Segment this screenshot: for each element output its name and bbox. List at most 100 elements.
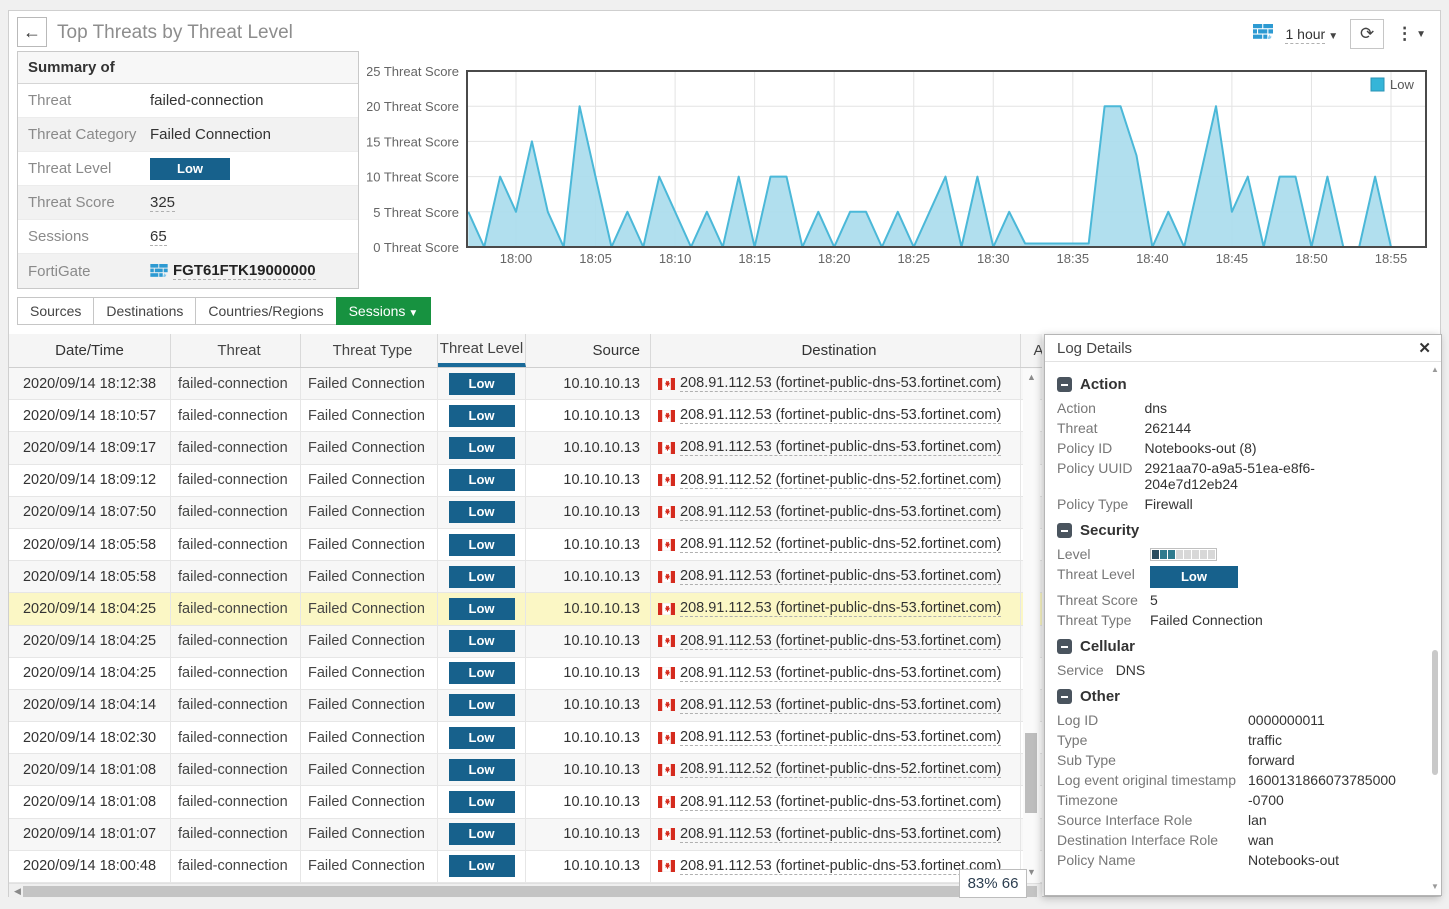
destination-link[interactable]: 208.91.112.52 (fortinet-public-dns-52.fo… xyxy=(680,471,1002,489)
cell-threat-type: Failed Connection xyxy=(301,528,438,561)
column-destination[interactable]: Destination xyxy=(651,334,1021,367)
refresh-button[interactable]: ⟳ xyxy=(1350,19,1385,49)
cell-threat: failed-connection xyxy=(171,786,301,818)
table-row[interactable]: 2020/09/14 18:01:08 failed-connection Fa… xyxy=(9,786,1042,819)
close-icon[interactable]: ✕ xyxy=(1418,340,1431,357)
sessions-link[interactable]: 65 xyxy=(150,228,167,246)
canada-flag-icon xyxy=(658,441,675,454)
cell-source: 10.10.10.13 xyxy=(526,657,651,689)
table-row[interactable]: 2020/09/14 18:10:57 failed-connection Fa… xyxy=(9,400,1042,433)
tab-destinations[interactable]: Destinations xyxy=(93,297,197,325)
scroll-left-arrow[interactable]: ◀ xyxy=(14,886,21,896)
cell-threat-type: Failed Connection xyxy=(301,368,438,400)
destination-link[interactable]: 208.91.112.53 (fortinet-public-dns-53.fo… xyxy=(680,793,1002,811)
scrollbar-thumb[interactable] xyxy=(1432,650,1438,775)
log-field-value: -0700 xyxy=(1248,792,1284,808)
destination-link[interactable]: 208.91.112.53 (fortinet-public-dns-53.fo… xyxy=(680,664,1002,682)
destination-link[interactable]: 208.91.112.53 (fortinet-public-dns-53.fo… xyxy=(680,375,1002,393)
cell-threat: failed-connection xyxy=(171,657,301,689)
fortigate-device-link[interactable]: FGT61FTK19000000 xyxy=(173,261,316,280)
collapse-icon[interactable] xyxy=(1057,523,1072,538)
log-details-body: Action Action dns Threat 262144 Policy ID Note… xyxy=(1045,362,1441,886)
destination-link[interactable]: 208.91.112.52 (fortinet-public-dns-52.fo… xyxy=(680,761,1002,779)
destination-link[interactable]: 208.91.112.53 (fortinet-public-dns-53.fo… xyxy=(680,503,1002,521)
table-row[interactable]: 2020/09/14 18:02:30 failed-connection Fa… xyxy=(9,722,1042,755)
table-row[interactable]: 2020/09/14 18:12:38 failed-connection Fa… xyxy=(9,368,1042,401)
destination-link[interactable]: 208.91.112.53 (fortinet-public-dns-53.fo… xyxy=(680,729,1002,747)
destination-link[interactable]: 208.91.112.53 (fortinet-public-dns-53.fo… xyxy=(680,439,1002,457)
table-row[interactable]: 2020/09/14 18:05:58 failed-connection Fa… xyxy=(9,528,1042,562)
table-row[interactable]: 2020/09/14 18:04:25 failed-connection Fa… xyxy=(9,657,1042,690)
table-vertical-scrollbar[interactable]: ▲ ▼ xyxy=(1023,369,1040,893)
table-horizontal-scrollbar[interactable]: ◀ xyxy=(9,883,1042,898)
log-details-scrollbar[interactable]: ▲ ▼ xyxy=(1430,365,1440,891)
destination-link[interactable]: 208.91.112.53 (fortinet-public-dns-53.fo… xyxy=(680,857,1002,875)
column-source[interactable]: Source xyxy=(526,334,651,367)
log-section-fields: Level Threat Level Low Threat Score 5 Threat … xyxy=(1057,546,1427,628)
cell-datetime: 2020/09/14 18:01:08 xyxy=(9,786,171,818)
threat-level-badge: Low xyxy=(448,630,515,653)
log-field-value: Notebooks-out xyxy=(1248,852,1340,868)
cell-threat-type: Failed Connection xyxy=(301,722,438,754)
log-field-label: Timezone xyxy=(1057,792,1118,808)
destination-link[interactable]: 208.91.112.53 (fortinet-public-dns-53.fo… xyxy=(680,600,1002,618)
column-threat[interactable]: Threat xyxy=(171,334,301,367)
cell-destination: 208.91.112.53 (fortinet-public-dns-53.fo… xyxy=(651,432,1021,464)
column-date-time[interactable]: Date/Time xyxy=(9,334,171,367)
level-bar-segment xyxy=(1159,550,1167,559)
time-range-dropdown[interactable]: 1 hour ▼ xyxy=(1285,26,1339,44)
back-button[interactable]: ← xyxy=(17,17,47,47)
scroll-down-arrow[interactable]: ▼ xyxy=(1431,882,1439,891)
log-field-value xyxy=(1149,546,1385,562)
log-field-value: Notebooks-out (8) xyxy=(1144,440,1257,456)
collapse-icon[interactable] xyxy=(1057,639,1072,654)
table-row[interactable]: 2020/09/14 18:04:25 failed-connection Fa… xyxy=(9,625,1042,658)
log-field-label: Level xyxy=(1057,546,1091,562)
destination-link[interactable]: 208.91.112.53 (fortinet-public-dns-53.fo… xyxy=(680,696,1002,714)
threat-level-badge: Low xyxy=(448,694,515,717)
table-row[interactable]: 2020/09/14 18:09:17 failed-connection Fa… xyxy=(9,432,1042,465)
canada-flag-icon xyxy=(658,474,675,487)
tab-sessions[interactable]: Sessions ▼ xyxy=(335,297,432,325)
tab-countries-regions[interactable]: Countries/Regions xyxy=(195,297,337,325)
log-field-label: Log ID xyxy=(1057,712,1099,728)
summary-row-threat-score: Threat Score 325 xyxy=(18,186,358,220)
table-row[interactable]: 2020/09/14 18:04:14 failed-connection Fa… xyxy=(9,689,1042,723)
table-row[interactable]: 2020/09/14 18:01:07 failed-connection Fa… xyxy=(9,818,1042,851)
table-row[interactable]: 2020/09/14 18:01:08 failed-connection Fa… xyxy=(9,754,1042,787)
cell-threat-type: Failed Connection xyxy=(301,464,438,496)
log-field-label: Policy Type xyxy=(1057,496,1129,512)
scrollbar-thumb[interactable] xyxy=(23,886,1037,897)
level-bar-segment xyxy=(1207,550,1215,559)
table-row[interactable]: 2020/09/14 18:05:58 failed-connection Fa… xyxy=(9,561,1042,594)
destination-link[interactable]: 208.91.112.53 (fortinet-public-dns-53.fo… xyxy=(680,632,1002,650)
table-row[interactable]: 2020/09/14 18:07:50 failed-connection Fa… xyxy=(9,496,1042,529)
canada-flag-icon xyxy=(658,667,675,680)
destination-link[interactable]: 208.91.112.53 (fortinet-public-dns-53.fo… xyxy=(680,568,1002,586)
table-row[interactable]: 2020/09/14 18:09:12 failed-connection Fa… xyxy=(9,464,1042,497)
log-field-label: Policy UUID xyxy=(1057,460,1133,476)
chevron-down-icon: ▼ xyxy=(408,308,419,319)
scroll-up-arrow[interactable]: ▲ xyxy=(1431,365,1439,374)
column-action-partial[interactable]: A xyxy=(1033,342,1043,359)
destination-link[interactable]: 208.91.112.53 (fortinet-public-dns-53.fo… xyxy=(680,407,1002,425)
column-threat-type[interactable]: Threat Type xyxy=(301,334,438,367)
cell-destination: 208.91.112.53 (fortinet-public-dns-53.fo… xyxy=(651,722,1021,754)
destination-link[interactable]: 208.91.112.53 (fortinet-public-dns-53.fo… xyxy=(680,825,1002,843)
scroll-down-arrow[interactable]: ▼ xyxy=(1027,866,1036,877)
threat-level-badge: Low xyxy=(448,469,515,492)
collapse-icon[interactable] xyxy=(1057,689,1072,704)
level-bar-segment xyxy=(1199,550,1207,559)
collapse-icon[interactable] xyxy=(1057,377,1072,392)
more-menu-button[interactable]: ⋮ ▼ xyxy=(1396,24,1426,43)
level-bar xyxy=(1149,548,1217,561)
threat-score-link[interactable]: 325 xyxy=(150,194,176,212)
scrollbar-thumb[interactable] xyxy=(1025,733,1037,813)
canada-flag-icon xyxy=(658,409,675,422)
table-row[interactable]: 2020/09/14 18:00:48 failed-connection Fa… xyxy=(9,850,1042,883)
column-threat-level[interactable]: Threat Level xyxy=(438,334,526,367)
destination-link[interactable]: 208.91.112.52 (fortinet-public-dns-52.fo… xyxy=(680,536,1002,554)
table-row[interactable]: 2020/09/14 18:04:25 failed-connection Fa… xyxy=(9,593,1042,626)
tab-sources[interactable]: Sources xyxy=(17,297,95,325)
scroll-up-arrow[interactable]: ▲ xyxy=(1027,371,1036,382)
